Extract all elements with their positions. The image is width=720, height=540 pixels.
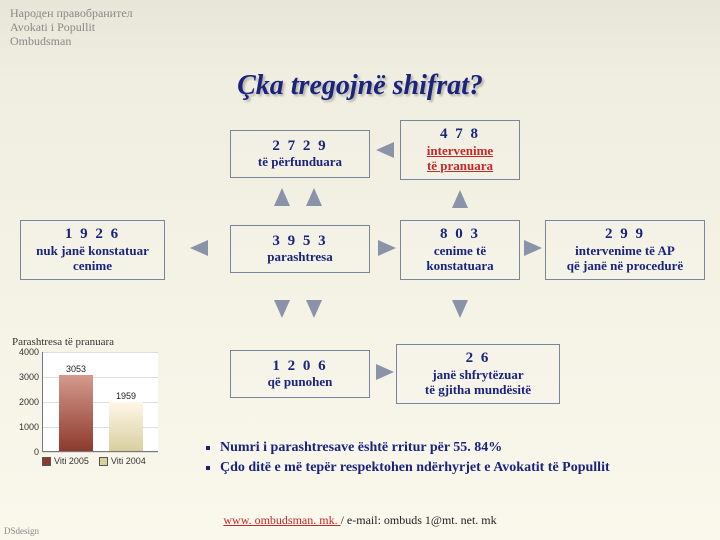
lbl: të përfunduara bbox=[235, 155, 365, 170]
arrow-down-icon bbox=[306, 300, 322, 318]
arrow-up-icon bbox=[452, 190, 468, 208]
lbl1: janë shfrytëzuar bbox=[401, 368, 555, 383]
y-tick: 3000 bbox=[15, 372, 39, 382]
bar-chart: 0100020003000400030531959 Viti 2005Viti … bbox=[12, 352, 162, 472]
lbl2: cenime bbox=[25, 259, 160, 274]
lbl2: të pranuara bbox=[405, 159, 515, 174]
lbl: parashtresa bbox=[235, 250, 365, 265]
footer: www. ombudsman. mk. / e-mail: ombuds 1@m… bbox=[0, 513, 720, 528]
num: 4 7 8 bbox=[405, 126, 515, 143]
arrow-right-icon bbox=[378, 240, 396, 256]
arrow-left-icon bbox=[190, 240, 208, 256]
node-ap-pending: 2 9 9 intervenime të AP që janë në proce… bbox=[545, 220, 705, 280]
legend-label: Viti 2005 bbox=[54, 456, 89, 466]
arrow-right-icon bbox=[524, 240, 542, 256]
wm-l3: Ombudsman bbox=[10, 34, 133, 48]
arrow-up-icon bbox=[274, 188, 290, 206]
watermark: Народен правобранител Avokati i Popullit… bbox=[10, 6, 133, 48]
num: 2 7 2 9 bbox=[235, 138, 365, 155]
lbl2: të gjitha mundësitë bbox=[401, 383, 555, 398]
num: 1 9 2 6 bbox=[25, 226, 160, 243]
node-interv-accepted: 4 7 8 intervenime të pranuara bbox=[400, 120, 520, 180]
lbl1: intervenime të AP bbox=[550, 244, 700, 259]
page-title: Çka tregojnë shifrat? bbox=[0, 70, 720, 102]
bullet-notes: Numri i parashtresave është rritur për 5… bbox=[200, 440, 708, 480]
node-completed: 2 7 2 9 të përfunduara bbox=[230, 130, 370, 178]
note-1: Numri i parashtresave është rritur për 5… bbox=[220, 440, 708, 456]
arrow-left-icon bbox=[376, 142, 394, 158]
lbl1: nuk janë konstatuar bbox=[25, 244, 160, 259]
lbl1: intervenime bbox=[405, 144, 515, 159]
wm-l1: Народен правобранител bbox=[10, 6, 133, 20]
footer-email: / e-mail: ombuds 1@mt. net. mk bbox=[341, 513, 497, 527]
node-complaints: 3 9 5 3 parashtresa bbox=[230, 225, 370, 273]
num: 3 9 5 3 bbox=[235, 233, 365, 250]
arrow-down-icon bbox=[452, 300, 468, 318]
y-tick: 0 bbox=[15, 447, 39, 457]
y-tick: 4000 bbox=[15, 347, 39, 357]
node-all-means: 2 6 janë shfrytëzuar të gjitha mundësitë bbox=[396, 344, 560, 404]
lbl1: cenime të bbox=[405, 244, 515, 259]
bar-value: 1959 bbox=[109, 391, 143, 401]
legend-swatch bbox=[99, 457, 108, 466]
arrow-right-icon bbox=[376, 364, 394, 380]
legend-item: Viti 2005 bbox=[42, 456, 89, 466]
bar-value: 3053 bbox=[59, 364, 93, 374]
bar: 1959 bbox=[109, 402, 143, 451]
legend-item: Viti 2004 bbox=[99, 456, 146, 466]
wm-l2: Avokati i Popullit bbox=[10, 20, 133, 34]
dsdesign-credit: DSdesign bbox=[4, 526, 39, 536]
y-tick: 1000 bbox=[15, 422, 39, 432]
lbl: që punohen bbox=[235, 375, 365, 390]
chart-legend: Viti 2005 Viti 2004 bbox=[42, 456, 146, 466]
lbl2: konstatuara bbox=[405, 259, 515, 274]
num: 1 2 0 6 bbox=[235, 358, 365, 375]
num: 8 0 3 bbox=[405, 226, 515, 243]
node-no-violations: 1 9 2 6 nuk janë konstatuar cenime bbox=[20, 220, 165, 280]
legend-label: Viti 2004 bbox=[111, 456, 146, 466]
legend-swatch bbox=[42, 457, 51, 466]
arrow-down-icon bbox=[274, 300, 290, 318]
ombudsman-link[interactable]: www. ombudsman. mk. bbox=[223, 513, 340, 527]
lbl2: që janë në procedurë bbox=[550, 259, 700, 274]
node-violations-found: 8 0 3 cenime të konstatuara bbox=[400, 220, 520, 280]
y-tick: 2000 bbox=[15, 397, 39, 407]
num: 2 9 9 bbox=[550, 226, 700, 243]
node-working: 1 2 0 6 që punohen bbox=[230, 350, 370, 398]
chart-plot: 0100020003000400030531959 bbox=[42, 352, 158, 452]
bar: 3053 bbox=[59, 375, 93, 451]
num: 2 6 bbox=[401, 350, 555, 367]
arrow-up-icon bbox=[306, 188, 322, 206]
note-2: Çdo ditë e më tepër respektohen ndërhyrj… bbox=[220, 460, 708, 476]
